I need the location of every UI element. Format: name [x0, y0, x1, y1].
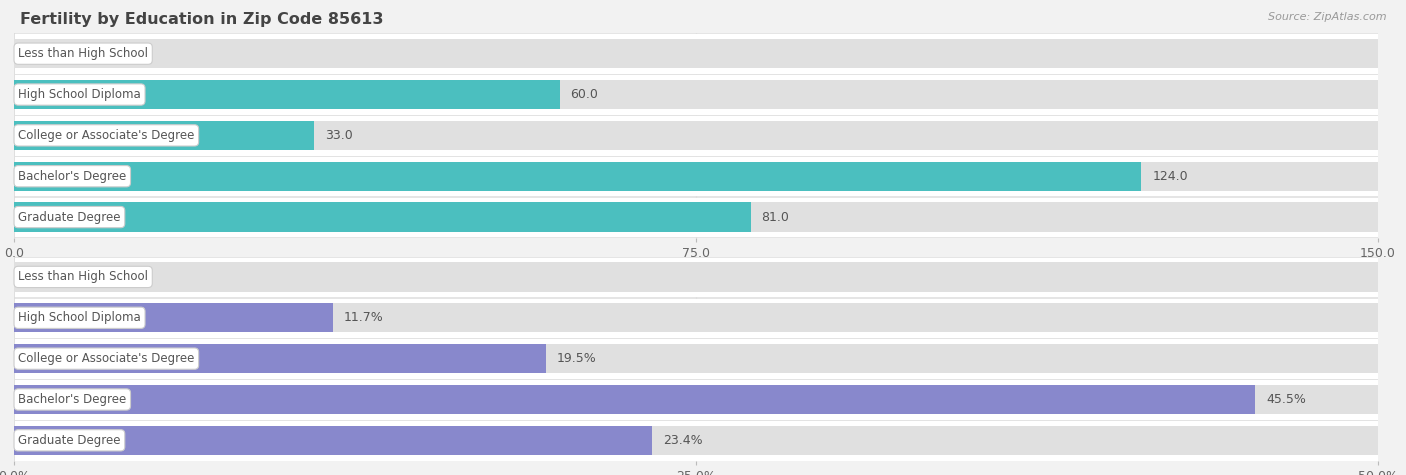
Text: Bachelor's Degree: Bachelor's Degree — [18, 170, 127, 183]
Text: 45.5%: 45.5% — [1265, 393, 1306, 406]
Bar — [14, 80, 560, 109]
Bar — [14, 303, 1378, 332]
Bar — [14, 426, 652, 455]
Text: 11.7%: 11.7% — [344, 311, 384, 324]
Text: 124.0: 124.0 — [1153, 170, 1188, 183]
Bar — [14, 385, 1378, 414]
FancyBboxPatch shape — [14, 256, 1378, 297]
Bar — [14, 162, 1142, 191]
Text: Graduate Degree: Graduate Degree — [18, 434, 121, 447]
FancyBboxPatch shape — [14, 338, 1378, 379]
Text: Source: ZipAtlas.com: Source: ZipAtlas.com — [1268, 12, 1386, 22]
Text: Less than High School: Less than High School — [18, 270, 148, 284]
FancyBboxPatch shape — [14, 297, 1378, 338]
Text: Less than High School: Less than High School — [18, 47, 148, 60]
FancyBboxPatch shape — [14, 74, 1378, 115]
Bar — [14, 121, 314, 150]
Text: 60.0: 60.0 — [571, 88, 599, 101]
FancyBboxPatch shape — [14, 156, 1378, 197]
FancyBboxPatch shape — [14, 197, 1378, 238]
FancyBboxPatch shape — [14, 33, 1378, 74]
Text: Fertility by Education in Zip Code 85613: Fertility by Education in Zip Code 85613 — [20, 12, 384, 27]
Text: 81.0: 81.0 — [762, 210, 789, 224]
Text: Graduate Degree: Graduate Degree — [18, 210, 121, 224]
Text: 19.5%: 19.5% — [557, 352, 596, 365]
Bar — [14, 262, 1378, 292]
FancyBboxPatch shape — [14, 115, 1378, 156]
Bar — [14, 162, 1378, 191]
Bar — [14, 426, 1378, 455]
Bar — [14, 39, 1378, 68]
Text: 23.4%: 23.4% — [664, 434, 703, 447]
Bar — [14, 385, 1256, 414]
Text: Bachelor's Degree: Bachelor's Degree — [18, 393, 127, 406]
Text: 33.0: 33.0 — [325, 129, 353, 142]
Bar — [14, 202, 751, 232]
Bar — [14, 303, 333, 332]
Text: 0.0: 0.0 — [25, 47, 45, 60]
Text: 0.0%: 0.0% — [25, 270, 58, 284]
Text: College or Associate's Degree: College or Associate's Degree — [18, 352, 194, 365]
Text: High School Diploma: High School Diploma — [18, 311, 141, 324]
Bar — [14, 344, 1378, 373]
Bar — [14, 344, 546, 373]
Bar — [14, 121, 1378, 150]
Bar — [14, 80, 1378, 109]
FancyBboxPatch shape — [14, 379, 1378, 420]
FancyBboxPatch shape — [14, 420, 1378, 461]
Text: High School Diploma: High School Diploma — [18, 88, 141, 101]
Bar — [14, 202, 1378, 232]
Text: College or Associate's Degree: College or Associate's Degree — [18, 129, 194, 142]
